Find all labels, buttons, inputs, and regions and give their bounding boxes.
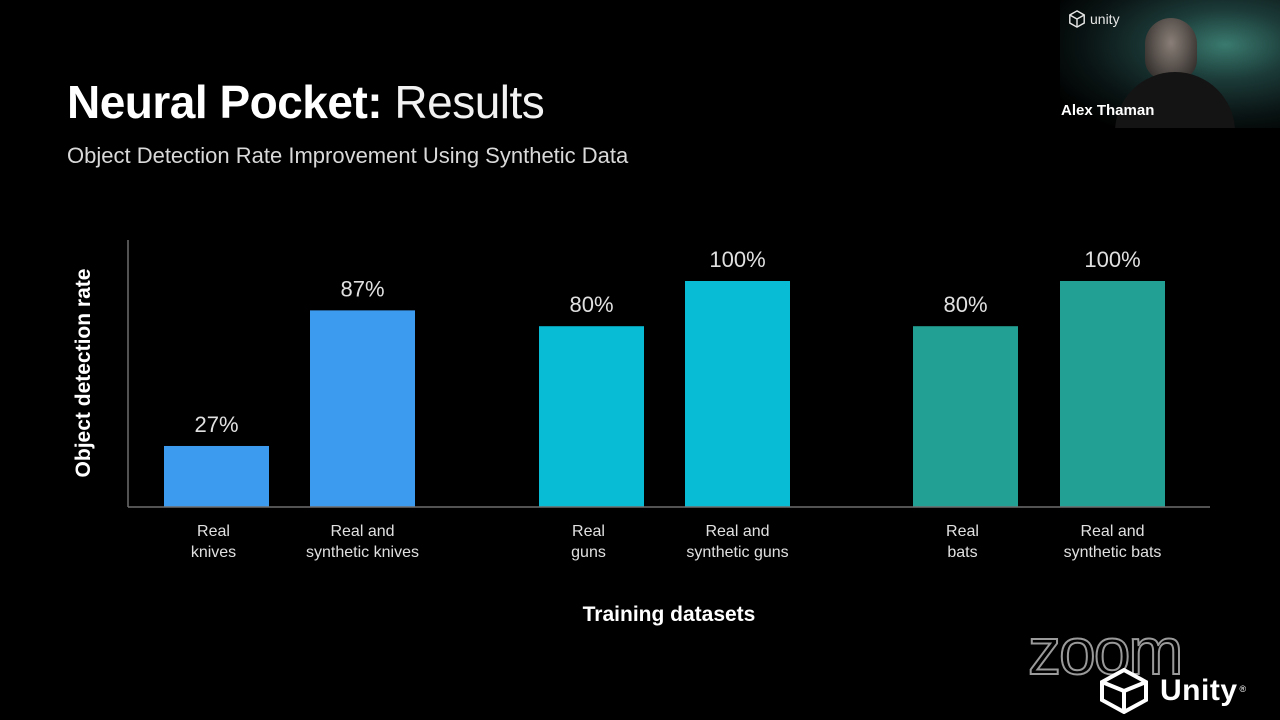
y-axis-title: Object detection rate [72, 269, 95, 478]
value-label-4: 80% [943, 292, 987, 317]
unity-watermark: Unity ® [1098, 668, 1246, 714]
axes-layer [127, 240, 1210, 508]
value-label-2: 80% [569, 292, 613, 317]
bar-bats-4 [913, 326, 1018, 507]
bar-guns-2 [539, 326, 644, 507]
bar-knives-1 [310, 310, 415, 507]
speaker-video-figure [1145, 18, 1197, 80]
x-axis-title: Training datasets [583, 603, 756, 626]
category-label-1-line-1: synthetic knives [306, 544, 419, 561]
speaker-video-shoulders [1115, 72, 1235, 128]
webcam-unity-logo: unity [1068, 10, 1120, 28]
speaker-webcam: unity Alex Thaman [1060, 0, 1280, 128]
value-label-1: 87% [340, 276, 384, 301]
category-label-3-line-0: Real and [705, 523, 769, 540]
category-label-4-line-0: Real [946, 523, 979, 540]
unity-logo-icon [1100, 668, 1148, 714]
category-label-0-line-0: Real [197, 523, 230, 540]
category-label-3-line-1: synthetic guns [686, 544, 788, 561]
speaker-name: Alex Thaman [1061, 102, 1155, 119]
zoom-watermark: zoom [1027, 614, 1184, 688]
category-label-4-line-1: bats [947, 544, 977, 561]
unity-registered-mark: ® [1239, 684, 1247, 694]
bar-guns-3 [685, 281, 790, 507]
bars-layer [164, 281, 1165, 507]
category-label-2-line-1: guns [571, 544, 606, 561]
value-label-5: 100% [1084, 247, 1140, 272]
unity-watermark-text: Unity [1160, 674, 1238, 707]
slide-title-bold: Neural Pocket: [67, 76, 383, 128]
labels-layer: 27% Real knives 87% Real and synthetic knives… [72, 247, 1161, 626]
category-label-0-line-1: knives [191, 544, 236, 561]
category-label-5-line-1: synthetic bats [1064, 544, 1162, 561]
bar-knives-0 [164, 445, 269, 507]
unity-cube-icon [1069, 10, 1085, 28]
slide-subtitle: Object Detection Rate Improvement Using … [67, 143, 629, 168]
category-label-1-line-0: Real and [330, 523, 394, 540]
category-label-2-line-0: Real [572, 523, 605, 540]
category-label-5-line-0: Real and [1080, 523, 1144, 540]
value-label-3: 100% [709, 247, 765, 272]
value-label-0: 27% [194, 412, 238, 437]
slide-title: Neural Pocket: Results [67, 74, 545, 130]
bar-bats-5 [1060, 281, 1165, 507]
slide-title-light: Results [394, 76, 545, 128]
webcam-unity-text: unity [1090, 11, 1120, 27]
